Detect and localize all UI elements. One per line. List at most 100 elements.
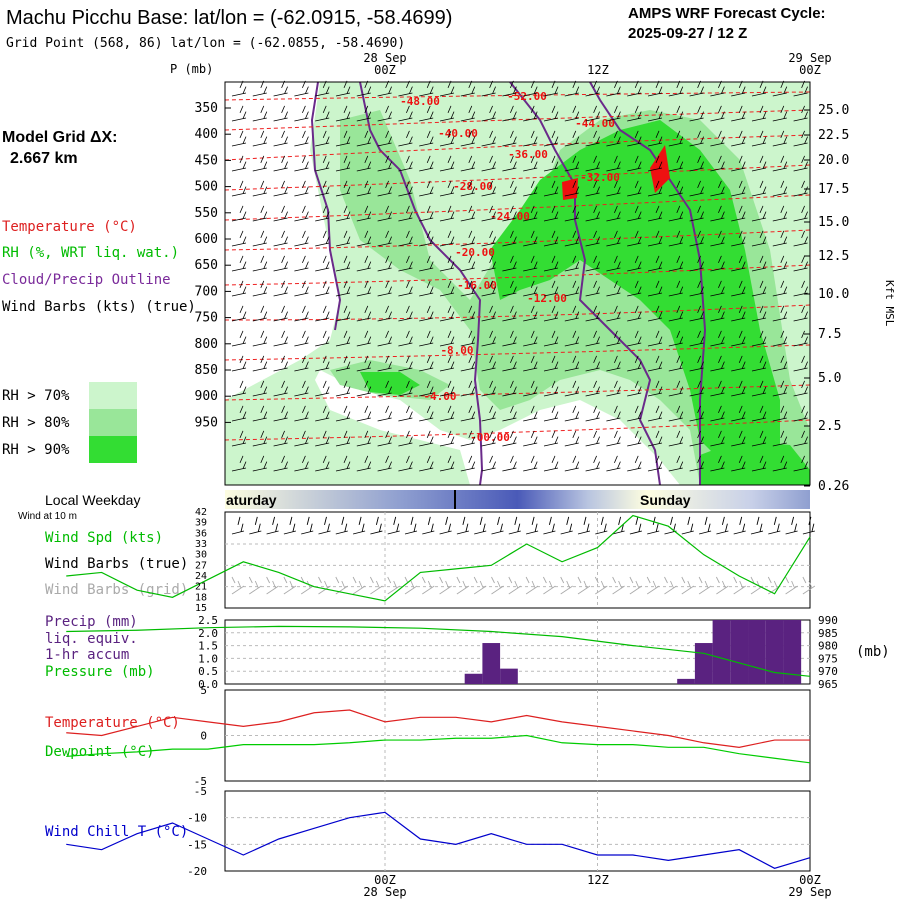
wind-barb <box>668 230 684 247</box>
wind-barb <box>564 430 580 447</box>
wind-barb <box>647 205 663 222</box>
wind-barb-grid <box>387 576 400 595</box>
legend-temp-panel: Temperature (°C) <box>45 715 180 731</box>
isotherm-line <box>225 304 810 321</box>
wind-barb <box>627 105 642 122</box>
wind-barb-grid <box>508 576 522 595</box>
wind-barb <box>294 280 309 297</box>
height-tick-label: 22.5 <box>818 128 849 143</box>
wind-barb <box>668 430 684 447</box>
wind-barb <box>335 130 351 147</box>
isotherm-label: -8.00 <box>440 344 473 357</box>
top-date-28sep: 28 Sep <box>363 51 406 65</box>
station-title: Machu Picchu Base: lat/lon = (-62.0915, … <box>6 7 452 29</box>
wind-barb <box>315 255 330 272</box>
wind-barb <box>627 405 642 422</box>
wind-barb <box>252 430 268 447</box>
wind-barb <box>481 305 496 322</box>
wind-barb <box>273 330 288 347</box>
wind-barb <box>772 130 788 147</box>
wind-barb <box>543 130 559 147</box>
wind-barb <box>668 405 684 422</box>
top-date-29sep: 29 Sep <box>788 51 831 65</box>
wind-barb <box>315 205 330 222</box>
wind-barb <box>751 455 767 472</box>
wind-barb <box>252 455 268 472</box>
wind-barb <box>668 380 684 397</box>
height-tick-label: 15.0 <box>818 215 849 230</box>
wind-barb <box>377 155 392 172</box>
isotherm-line <box>225 419 810 441</box>
wind-barb <box>751 380 767 397</box>
wind-barb <box>564 305 580 322</box>
wind-barb-grid <box>629 576 643 595</box>
wind-barb <box>252 130 268 147</box>
wind-barb <box>502 430 517 447</box>
wind-barb <box>772 180 788 197</box>
wind-barb <box>377 330 392 347</box>
wind-barb <box>335 105 351 122</box>
wind-barb <box>273 155 288 172</box>
wind-barb <box>543 380 559 397</box>
bottom-date-28sep: 28 Sep <box>363 885 406 899</box>
wind-barb <box>585 205 600 222</box>
isotherm-line <box>225 264 810 286</box>
wind-barb <box>543 180 559 197</box>
wind-barb <box>398 380 413 397</box>
wind-barb-true <box>716 516 729 535</box>
wind-barb-true <box>456 516 470 535</box>
wind-barb <box>751 180 767 197</box>
wind-barb-true <box>543 516 556 535</box>
model-grid-value: 2.667 km <box>10 150 78 167</box>
wind-barb-true <box>733 516 746 535</box>
wind-barb <box>793 430 808 447</box>
wind-barb <box>231 355 247 372</box>
wind-tick-label: 18 <box>195 592 207 603</box>
wind-barb-true <box>439 516 452 535</box>
precip-bars <box>464 620 802 684</box>
p-axis-label: P (mb) <box>170 62 213 76</box>
wind-barb <box>772 230 788 247</box>
wind-barb-true <box>474 516 487 535</box>
pressure-tick-label: 985 <box>818 627 838 640</box>
wind-barb <box>315 155 330 172</box>
wind-barb <box>377 430 392 447</box>
wind-barb <box>523 405 538 422</box>
wind-barb <box>627 330 642 347</box>
wind-barb <box>751 405 767 422</box>
wind-barb <box>772 455 788 472</box>
wind-barb <box>710 405 725 422</box>
wind-barb <box>273 430 288 447</box>
wind-barb <box>439 405 455 422</box>
wind-barb <box>564 355 580 372</box>
wind-tick-label: 21 <box>195 582 207 593</box>
wind-barb <box>606 305 621 322</box>
wind-barb <box>627 180 642 197</box>
wind-barb <box>523 380 538 397</box>
pressure-tick-label: 990 <box>818 614 838 627</box>
wind-tick-label: 36 <box>195 528 207 539</box>
weekday-saturday: aturday <box>226 492 277 508</box>
pressure-tick-label: 500 <box>195 180 218 195</box>
windchill-tick-label: -15 <box>187 838 207 851</box>
wind-barb <box>668 155 684 172</box>
wind-barb <box>231 230 247 247</box>
forecast-cycle-label: AMPS WRF Forecast Cycle: <box>628 5 826 22</box>
wind-barb <box>439 105 455 122</box>
wind-barb <box>294 180 309 197</box>
windchill-y-axis: -5 -10 -15 -20 <box>187 785 207 878</box>
wind-barb <box>460 330 476 347</box>
wind-barb-grid <box>594 576 608 595</box>
wind-barb <box>356 455 372 472</box>
top-hour-00z: 00Z <box>374 63 396 77</box>
wind-barb <box>668 355 684 372</box>
wind-barb-grid <box>231 576 245 595</box>
temperature-line <box>66 709 810 748</box>
wind-barb <box>751 355 767 372</box>
bottom-date-29sep: 29 Sep <box>788 885 831 899</box>
wind-barb <box>460 180 476 197</box>
wind-barb <box>231 105 247 122</box>
wind-barb <box>523 305 538 322</box>
